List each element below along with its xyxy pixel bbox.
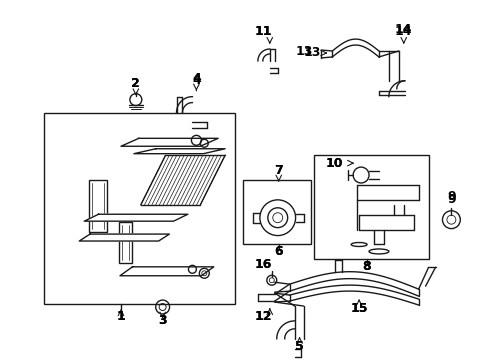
Text: 16: 16 [254,258,271,271]
Text: 8: 8 [362,260,370,273]
Text: 3: 3 [158,314,166,327]
Text: 5: 5 [295,340,304,353]
Text: 7: 7 [274,163,283,176]
Polygon shape [84,214,187,221]
Text: 8: 8 [362,260,370,273]
Text: 10: 10 [325,157,343,170]
Text: 11: 11 [254,24,271,38]
Text: 9: 9 [446,190,455,203]
Bar [119,222,132,264]
Text: 10: 10 [325,157,343,170]
Bar [314,155,427,260]
Text: 12: 12 [254,310,271,323]
Text: 1: 1 [116,310,125,323]
Text: 3: 3 [158,314,166,327]
Text: 2: 2 [131,77,140,90]
Text: 16: 16 [254,258,271,271]
Text: 6: 6 [274,245,283,258]
Text: 4: 4 [192,74,201,87]
Text: 2: 2 [131,77,140,90]
Polygon shape [134,149,224,154]
Text: 4: 4 [192,72,201,85]
Text: 9: 9 [446,193,455,206]
Text: 13: 13 [303,46,321,59]
Text: 15: 15 [349,302,367,315]
Polygon shape [121,138,218,146]
Text: 1: 1 [116,310,125,323]
Text: 6: 6 [274,245,283,258]
Text: 12: 12 [254,310,271,323]
Polygon shape [79,234,169,241]
Bar [243,180,311,244]
Bar [89,180,107,231]
Text: 14: 14 [394,23,412,36]
Text: 15: 15 [349,302,367,315]
Text: 5: 5 [295,340,304,353]
Text: 11: 11 [254,24,271,38]
Text: 14: 14 [394,24,412,38]
Polygon shape [120,267,213,276]
Text: 7: 7 [274,163,283,176]
Text: 13: 13 [295,45,313,58]
Bar [43,113,235,304]
